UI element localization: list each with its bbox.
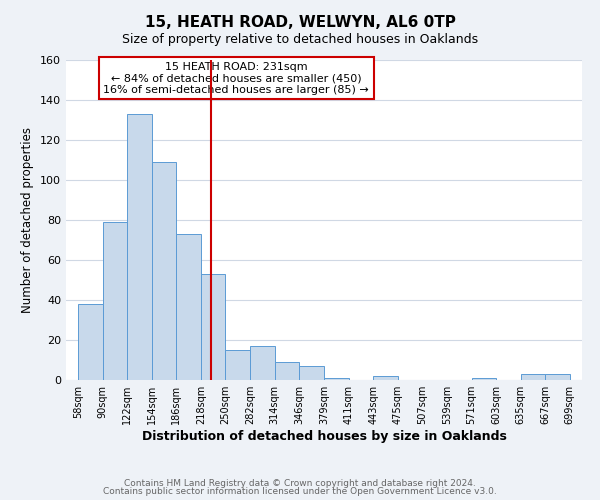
Bar bbox=[545, 374, 570, 380]
Bar bbox=[373, 376, 398, 380]
Bar bbox=[299, 366, 323, 380]
Bar bbox=[152, 162, 176, 380]
Text: 15, HEATH ROAD, WELWYN, AL6 0TP: 15, HEATH ROAD, WELWYN, AL6 0TP bbox=[145, 15, 455, 30]
Bar bbox=[78, 304, 103, 380]
Y-axis label: Number of detached properties: Number of detached properties bbox=[22, 127, 34, 313]
Bar bbox=[275, 362, 299, 380]
Bar bbox=[127, 114, 152, 380]
Bar bbox=[103, 222, 127, 380]
Text: Size of property relative to detached houses in Oaklands: Size of property relative to detached ho… bbox=[122, 32, 478, 46]
Text: Contains public sector information licensed under the Open Government Licence v3: Contains public sector information licen… bbox=[103, 487, 497, 496]
Text: 15 HEATH ROAD: 231sqm
← 84% of detached houses are smaller (450)
16% of semi-det: 15 HEATH ROAD: 231sqm ← 84% of detached … bbox=[103, 62, 369, 95]
Bar bbox=[176, 234, 201, 380]
X-axis label: Distribution of detached houses by size in Oaklands: Distribution of detached houses by size … bbox=[142, 430, 506, 443]
Bar bbox=[472, 378, 496, 380]
Bar bbox=[325, 378, 349, 380]
Bar bbox=[250, 346, 275, 380]
Bar bbox=[226, 350, 250, 380]
Bar bbox=[521, 374, 545, 380]
Bar bbox=[201, 274, 226, 380]
Text: Contains HM Land Registry data © Crown copyright and database right 2024.: Contains HM Land Registry data © Crown c… bbox=[124, 478, 476, 488]
